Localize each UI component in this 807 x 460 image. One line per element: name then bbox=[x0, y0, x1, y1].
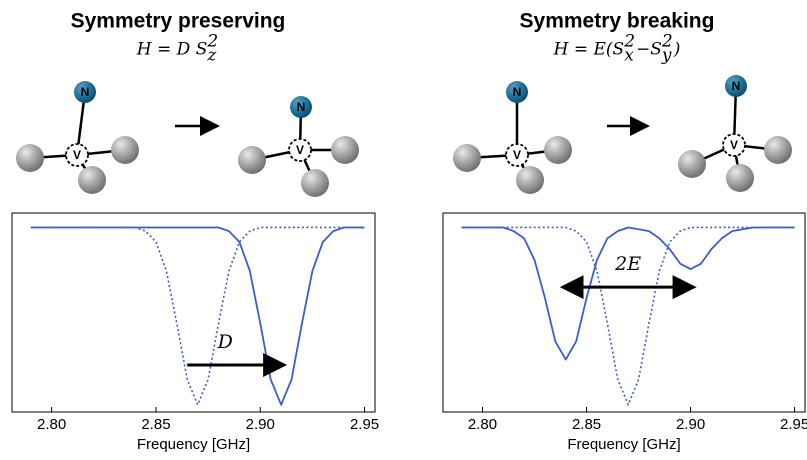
atom-c bbox=[111, 136, 139, 164]
formula-text: H = E(S bbox=[553, 40, 625, 60]
formula-text: ) bbox=[673, 40, 681, 60]
atom-n-label: N bbox=[81, 85, 90, 99]
vacancy bbox=[505, 143, 529, 167]
x-tick-label: 2.85 bbox=[141, 416, 170, 433]
x-tick-label: 2.80 bbox=[468, 416, 497, 433]
series-line bbox=[461, 226, 795, 406]
plot-frame bbox=[11, 212, 376, 413]
formula-superscript: 2 bbox=[661, 32, 673, 52]
series-line bbox=[461, 226, 795, 361]
x-tick-label: 2.90 bbox=[246, 416, 275, 433]
formula-superscript: 2 bbox=[206, 32, 218, 52]
atom-c bbox=[516, 166, 544, 194]
atom-c bbox=[453, 144, 481, 172]
vacancy bbox=[65, 143, 89, 167]
atom-v-label: V bbox=[730, 138, 738, 152]
formula: H = E(S x2 −S y2) bbox=[553, 32, 681, 66]
atom-n-label: N bbox=[297, 100, 306, 114]
vacancy bbox=[288, 138, 312, 162]
atom-c bbox=[544, 136, 572, 164]
atom-n-label: N bbox=[513, 85, 522, 99]
atom-n bbox=[725, 75, 747, 97]
annotation-label: D bbox=[217, 331, 233, 353]
atom-c bbox=[726, 164, 754, 192]
formula-subscript: z bbox=[206, 46, 217, 66]
atom-v-label: V bbox=[73, 148, 81, 162]
vacancy bbox=[722, 133, 746, 157]
atom-c bbox=[678, 150, 706, 178]
atom-v-label: V bbox=[513, 148, 521, 162]
formula-superscript: 2 bbox=[623, 32, 635, 52]
x-axis-label: Frequency [GHz] bbox=[137, 436, 250, 453]
atom-c bbox=[16, 144, 44, 172]
x-tick-label: 2.90 bbox=[676, 416, 705, 433]
formula-text: −S bbox=[636, 40, 662, 60]
atom-n bbox=[74, 81, 96, 103]
atom-n-label: N bbox=[732, 79, 741, 93]
atom-c bbox=[301, 169, 329, 197]
molecule: NV bbox=[238, 96, 359, 197]
atom-c bbox=[764, 136, 792, 164]
formula-subscript: y bbox=[661, 46, 672, 66]
series-line bbox=[30, 226, 365, 406]
x-tick-label: 2.95 bbox=[780, 416, 807, 433]
series-line bbox=[30, 226, 365, 406]
molecule: NV bbox=[678, 75, 792, 192]
atom-v-label: V bbox=[296, 143, 304, 157]
atom-c bbox=[238, 146, 266, 174]
x-tick-label: 2.80 bbox=[37, 416, 66, 433]
molecule: NV bbox=[453, 81, 572, 194]
atom-n bbox=[506, 81, 528, 103]
panel-title: Symmetry preserving bbox=[71, 10, 286, 33]
formula-text: H = D S bbox=[136, 40, 208, 60]
atom-c bbox=[331, 136, 359, 164]
x-axis-label: Frequency [GHz] bbox=[567, 436, 680, 453]
x-tick-label: 2.95 bbox=[350, 416, 379, 433]
plot-frame bbox=[442, 212, 806, 413]
atom-c bbox=[78, 166, 106, 194]
panel-title: Symmetry breaking bbox=[520, 10, 715, 33]
formula-subscript: x bbox=[624, 46, 634, 66]
x-tick-label: 2.85 bbox=[572, 416, 601, 433]
atom-n bbox=[290, 96, 312, 118]
molecule: NV bbox=[16, 81, 139, 194]
annotation-label: 2E bbox=[614, 253, 641, 275]
